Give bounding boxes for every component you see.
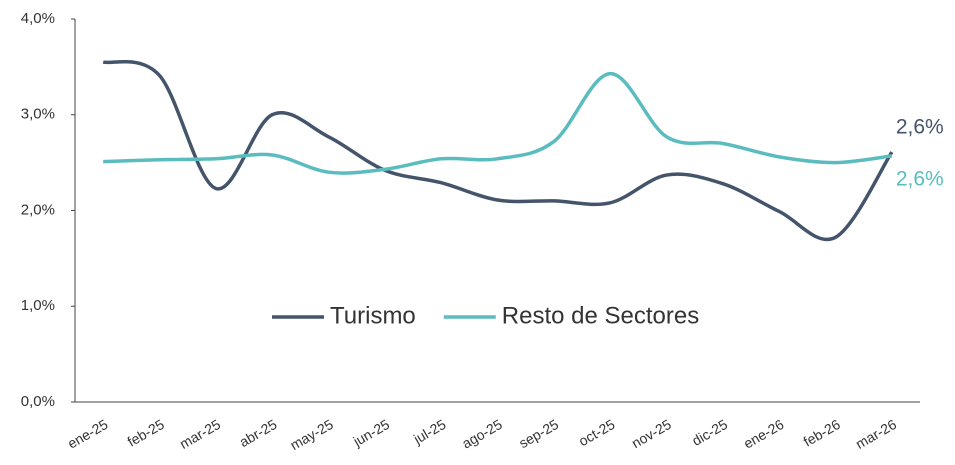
y-tick-label: 2,0% (21, 201, 55, 218)
x-tick-label: ene-26 (741, 416, 787, 452)
x-tick-label: dic-25 (689, 416, 730, 449)
x-tick-label: jun-25 (350, 416, 393, 450)
line (102, 59, 894, 242)
y-tick-label: 3,0% (21, 106, 55, 123)
value-label: 2,6% (896, 116, 944, 139)
x-tick-label: ago-25 (459, 416, 505, 452)
value-label: 2,6% (896, 167, 944, 190)
x-tick-label: abr-25 (236, 416, 279, 450)
x-tick-label: jul-25 (410, 416, 449, 448)
x-tick-label: may-25 (287, 416, 336, 453)
y-tick-label: 4,0% (21, 10, 55, 27)
x-tick-label: nov-25 (629, 416, 674, 451)
legend-label: Turismo (330, 302, 416, 329)
x-tick-label: oct-25 (576, 416, 618, 449)
x-tick-label: ene-25 (65, 416, 111, 452)
y-tick-label: 1,0% (21, 297, 55, 314)
x-tick-label: feb-25 (124, 416, 167, 450)
legend-label: Resto de Sectores (502, 302, 699, 329)
x-tick-label: feb-26 (800, 416, 843, 450)
line (103, 71, 893, 175)
x-tick-label: sep-25 (516, 416, 561, 451)
x-tick-label: mar-25 (177, 416, 224, 452)
y-tick-label: 0,0% (21, 393, 55, 410)
x-tick-label: mar-26 (853, 416, 900, 452)
